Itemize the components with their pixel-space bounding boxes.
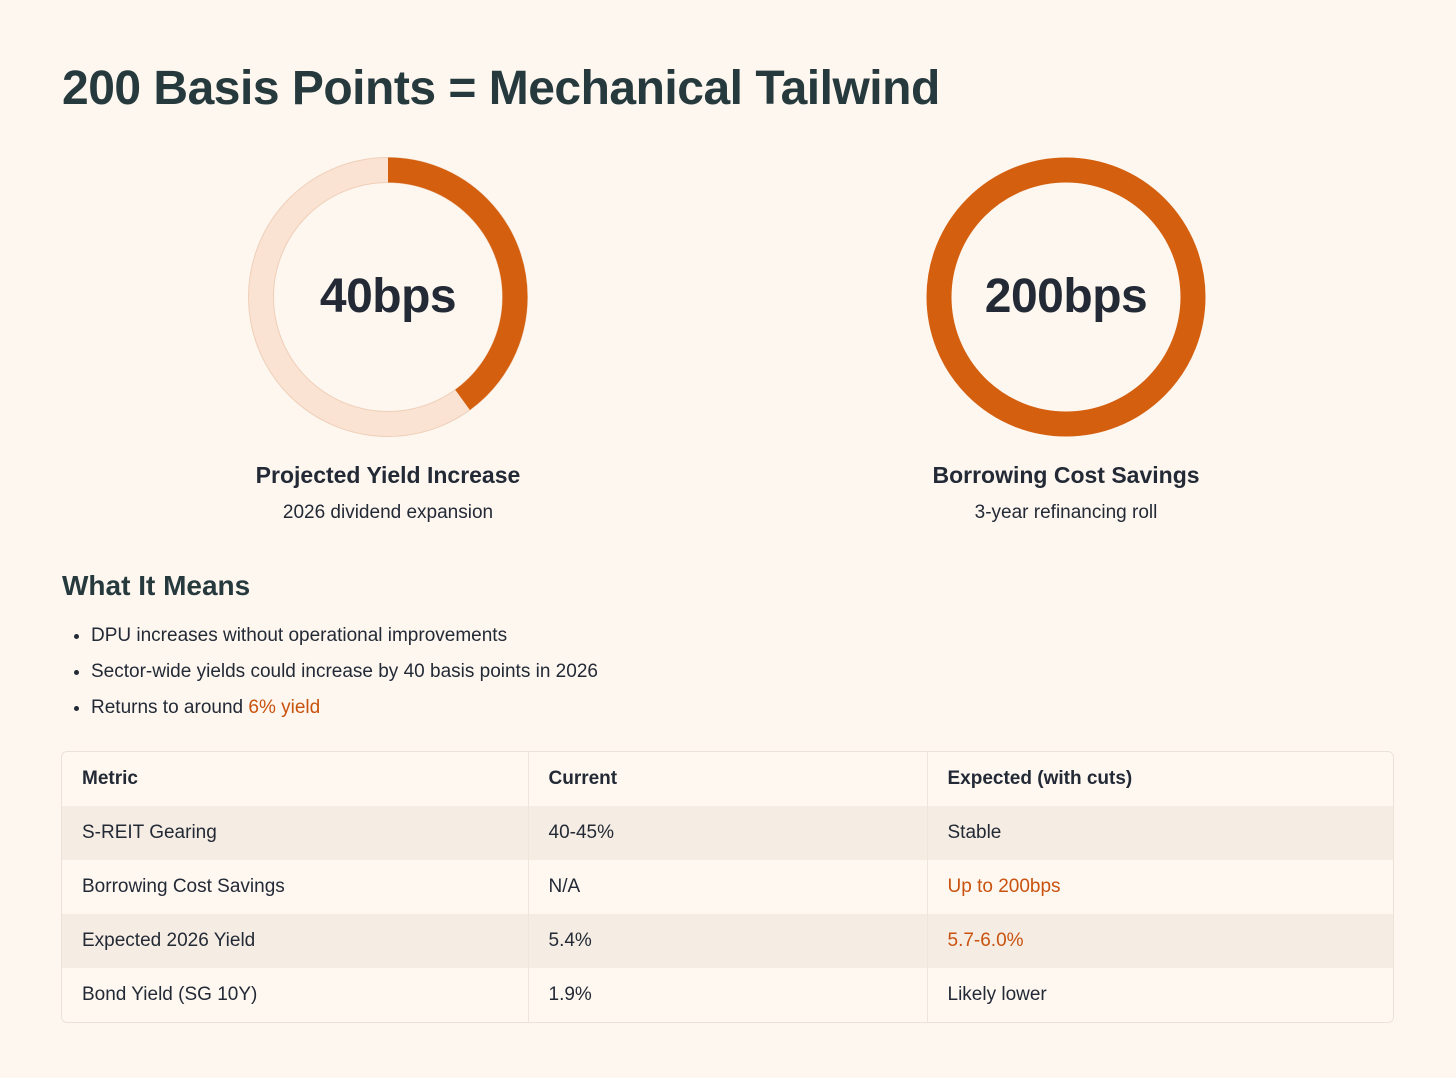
- current-cell: 40-45%: [527, 806, 927, 860]
- gauge-label: Projected Yield Increase: [255, 462, 521, 488]
- table-header-row: Metric Current Expected (with cuts): [62, 752, 1393, 806]
- column-header: Metric: [82, 768, 138, 789]
- metric-cell: Expected 2026 Yield: [62, 914, 528, 968]
- list-item: Sector-wide yields could increase by 40 …: [91, 656, 598, 692]
- current-cell: 1.9%: [527, 968, 927, 1022]
- page-title: 200 Basis Points = Mechanical Tailwind: [62, 62, 940, 115]
- column-header: Expected (with cuts): [926, 752, 1393, 806]
- current-cell: N/A: [527, 860, 927, 914]
- table-row: S-REIT Gearing 40-45% Stable: [62, 806, 1393, 860]
- metrics-table: Metric Current Expected (with cuts) S-RE…: [62, 752, 1393, 1022]
- ring-chart: 40bps: [247, 156, 529, 438]
- list-item: Returns to around 6% yield: [91, 692, 598, 728]
- gauge-borrowing-savings: 200bps Borrowing Cost Savings 3-year ref…: [856, 156, 1276, 526]
- gauge-value: 40bps: [319, 270, 457, 323]
- metric-cell: Bond Yield (SG 10Y): [82, 984, 258, 1005]
- highlight-text: 6% yield: [248, 697, 321, 718]
- donut-ring: [248, 157, 528, 437]
- table-row: Borrowing Cost Savings N/A Up to 200bps: [62, 860, 1393, 914]
- expected-cell: Likely lower: [926, 968, 1393, 1022]
- expected-cell: Up to 200bps: [926, 860, 1393, 914]
- metric-cell: S-REIT Gearing: [62, 806, 528, 860]
- expected-cell: Stable: [926, 806, 1393, 860]
- expected-cell: 5.7-6.0%: [926, 914, 1393, 968]
- table-row: Bond Yield (SG 10Y) 1.9% Likely lower: [62, 968, 1393, 1022]
- metric-cell: Borrowing Cost Savings: [82, 876, 285, 897]
- gauge-yield-increase: 40bps Projected Yield Increase 2026 divi…: [178, 156, 598, 526]
- current-cell: 5.4%: [527, 914, 927, 968]
- bullet-text: Returns to around: [91, 697, 249, 718]
- bullet-text: DPU increases without operational improv…: [91, 625, 508, 646]
- bullet-text: Sector-wide yields could increase by 40 …: [91, 661, 598, 682]
- bullet-list: DPU increases without operational improv…: [62, 620, 598, 728]
- donut-ring: [926, 157, 1206, 437]
- section-heading: What It Means: [62, 570, 251, 601]
- table-row: Expected 2026 Yield 5.4% 5.7-6.0%: [62, 914, 1393, 968]
- gauge-subtitle: 3-year refinancing roll: [974, 502, 1158, 523]
- ring-progress: [248, 157, 528, 437]
- ring-progress: [926, 157, 1206, 437]
- gauge-subtitle: 2026 dividend expansion: [282, 502, 494, 523]
- column-header: Current: [527, 752, 927, 806]
- metrics-table-card: Metric Current Expected (with cuts) S-RE…: [61, 751, 1394, 1023]
- list-item: DPU increases without operational improv…: [91, 620, 598, 656]
- gauge-label: Borrowing Cost Savings: [932, 462, 1200, 488]
- ring-chart: 200bps: [925, 156, 1207, 438]
- gauge-value: 200bps: [984, 270, 1148, 323]
